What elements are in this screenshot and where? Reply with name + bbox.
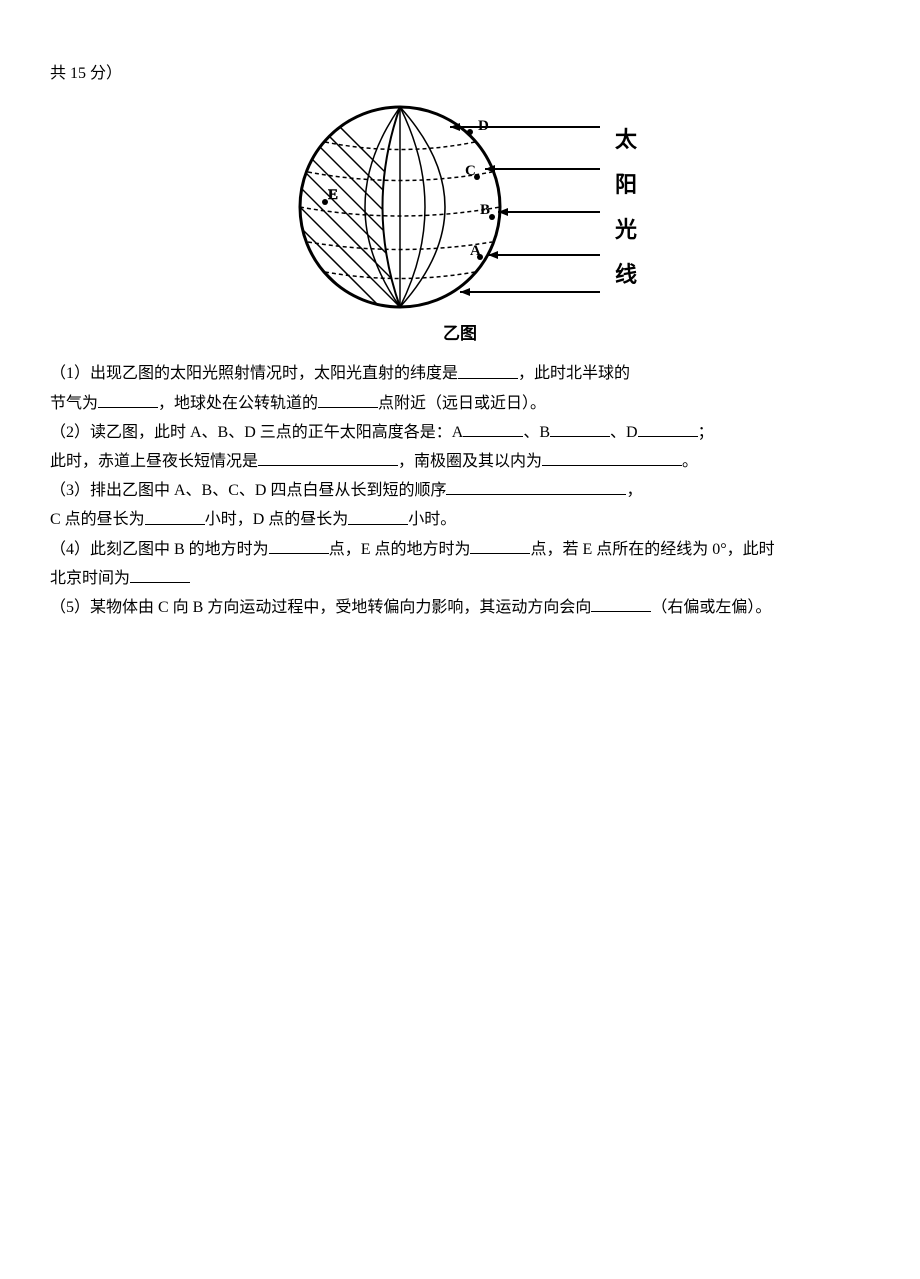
q4-blank2 — [470, 535, 530, 554]
q1-blank3 — [318, 389, 378, 408]
q1-line2: 节气为 ，地球处在公转轨道的 点附近（远日或近日）。 — [50, 389, 870, 418]
q1-blank1 — [458, 359, 518, 378]
q3-blank1 — [446, 476, 626, 495]
q3-line2-prefix: C 点的昼长为 — [50, 512, 145, 529]
q1-line2-prefix: 节气为 — [50, 395, 98, 412]
q2-blank5 — [542, 447, 682, 466]
q3-blank3 — [348, 505, 408, 524]
label-E2: E — [328, 187, 338, 203]
q3-line2: C 点的昼长为 小时，D 点的昼长为 小时。 — [50, 505, 870, 534]
q3-line1: （3）排出乙图中 A、B、C、D 四点白昼从长到短的顺序 ， — [50, 476, 870, 505]
q4-mid2: 点，若 E 点所在的经线为 0°，此时 — [530, 541, 774, 558]
q3-blank2 — [145, 505, 205, 524]
globe-diagram: D C B A E E 太 阳 光 线 — [270, 97, 650, 317]
sun-char-3: 光 — [614, 217, 637, 242]
figure-container: D C B A E E 太 阳 光 线 乙图 — [50, 97, 870, 350]
label-B: B — [480, 202, 490, 218]
q2-blank3 — [638, 418, 698, 437]
questions: （1）出现乙图的太阳光照射情况时，太阳光直射的纬度是 ，此时北半球的 节气为 ，地球… — [50, 359, 870, 622]
header-text: 共 15 分） — [50, 60, 870, 89]
q1-blank2 — [98, 389, 158, 408]
q4-line1: （4）此刻乙图中 B 的地方时为 点，E 点的地方时为 点，若 E 点所在的经线为 … — [50, 535, 870, 564]
q2-line1: （2）读乙图，此时 A、B、D 三点的正午太阳高度各是：A 、B 、D ； — [50, 418, 870, 447]
label-C: C — [465, 163, 476, 179]
q4-prefix: （4）此刻乙图中 B 的地方时为 — [50, 541, 269, 558]
q5-prefix: （5）某物体由 C 向 B 方向运动过程中，受地转偏向力影响，其运动方向会向 — [50, 599, 591, 616]
q5-line1: （5）某物体由 C 向 B 方向运动过程中，受地转偏向力影响，其运动方向会向 （右… — [50, 593, 870, 622]
q2-blank2 — [550, 418, 610, 437]
q2-blank4 — [258, 447, 398, 466]
q2-prefix: （2）读乙图，此时 A、B、D 三点的正午太阳高度各是：A — [50, 424, 463, 441]
q1-line1: （1）出现乙图的太阳光照射情况时，太阳光直射的纬度是 ，此时北半球的 — [50, 359, 870, 388]
label-D: D — [478, 118, 489, 134]
q2-mid4: ，南极圈及其以内为 — [398, 453, 542, 470]
q4-blank1 — [269, 535, 329, 554]
q3-mid3: 小时。 — [408, 512, 456, 529]
sun-char-4: 线 — [615, 262, 637, 287]
q2-mid3: ； — [698, 424, 714, 441]
q4-blank3 — [130, 564, 190, 583]
figure-caption: 乙图 — [50, 319, 870, 350]
q5-mid1: （右偏或左偏）。 — [651, 599, 771, 616]
q2-blank1 — [463, 418, 523, 437]
q2-line2: 此时，赤道上昼夜长短情况是 ，南极圈及其以内为 。 — [50, 447, 870, 476]
q2-mid5: 。 — [682, 453, 698, 470]
q3-mid2: 小时，D 点的昼长为 — [205, 512, 349, 529]
q3-mid1: ， — [626, 482, 642, 499]
sun-char-1: 太 — [615, 127, 638, 152]
label-A: A — [470, 243, 481, 259]
q2-mid1: 、B — [523, 424, 550, 441]
q3-prefix: （3）排出乙图中 A、B、C、D 四点白昼从长到短的顺序 — [50, 482, 446, 499]
sun-char-2: 阳 — [615, 172, 637, 197]
q2-mid2: 、D — [610, 424, 638, 441]
q5-blank1 — [591, 593, 651, 612]
q1-mid3: 点附近（远日或近日）。 — [378, 395, 546, 412]
q1-prefix: （1）出现乙图的太阳光照射情况时，太阳光直射的纬度是 — [50, 366, 458, 383]
q4-line2: 北京时间为 — [50, 564, 870, 593]
q2-line2-prefix: 此时，赤道上昼夜长短情况是 — [50, 453, 258, 470]
q1-mid2: ，地球处在公转轨道的 — [158, 395, 318, 412]
q4-mid1: 点，E 点的地方时为 — [329, 541, 471, 558]
q1-mid1: ，此时北半球的 — [518, 366, 630, 383]
q4-line2-prefix: 北京时间为 — [50, 570, 130, 587]
